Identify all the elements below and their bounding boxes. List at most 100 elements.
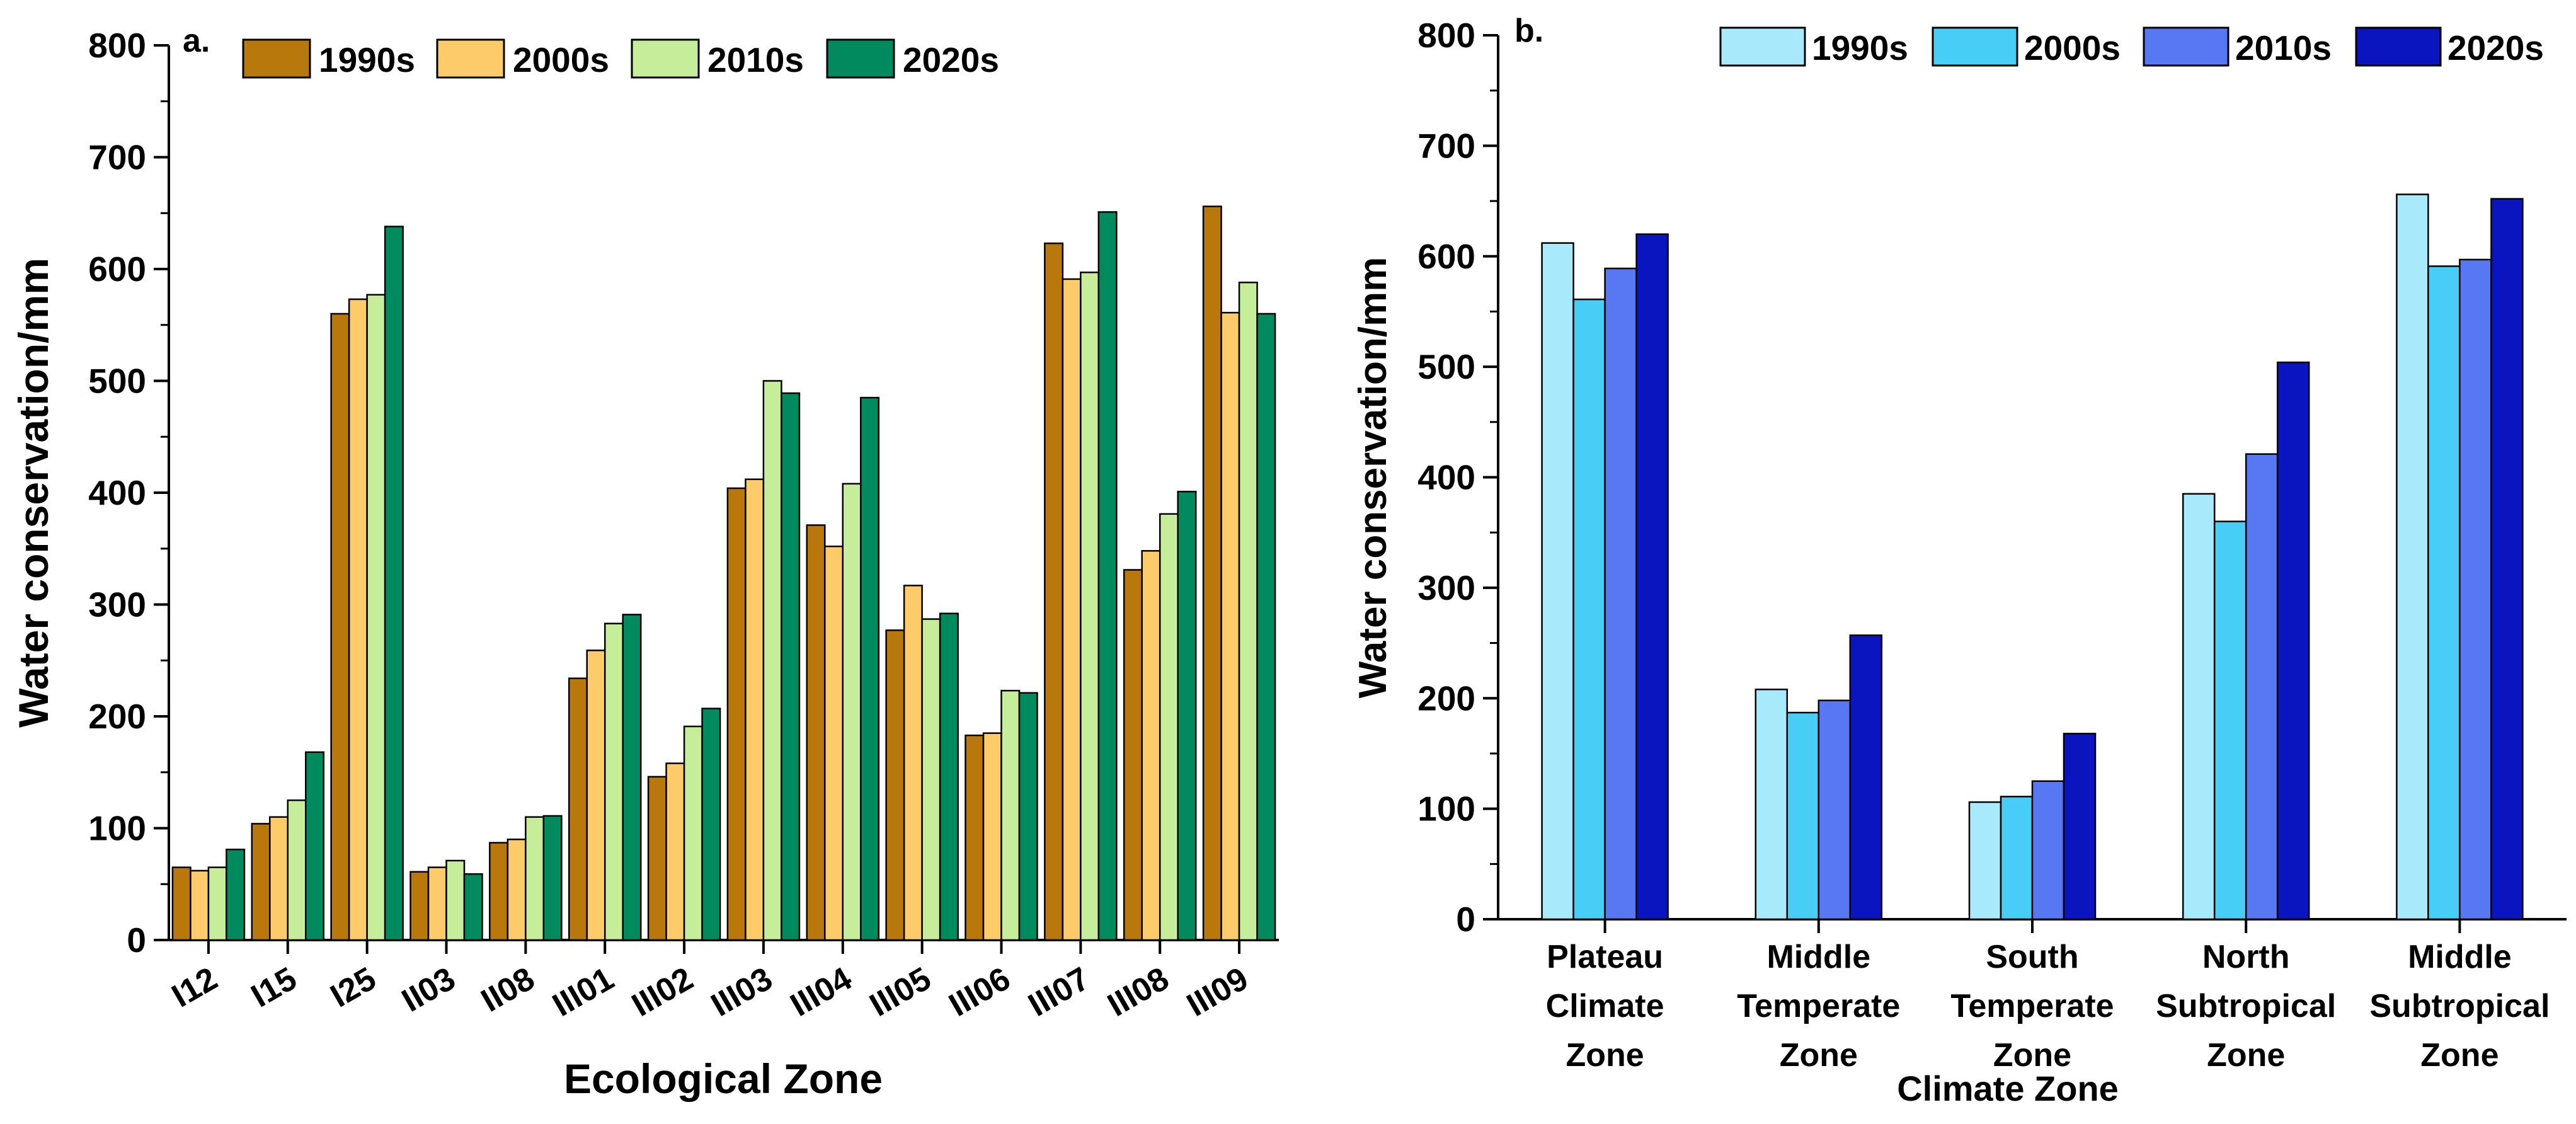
legend-label-1990s: 1990s (1812, 28, 1908, 67)
x-tick-label: Plateau (1547, 939, 1663, 975)
bar-2020s-zone-3 (2276, 361, 2310, 920)
chart-panel-b: 0 100 200 300 400 500 600 700 800 Plateau Climate Z… (1351, 13, 2567, 1108)
bar-2020s-III04 (860, 396, 880, 941)
x-axis-title: Ecological Zone (564, 1055, 883, 1102)
bar-2000s-zone-0 (1572, 298, 1606, 920)
bar-1990s-zone-0 (1541, 242, 1574, 920)
bar-2010s-I25 (366, 294, 386, 941)
legend-swatch-2010s (2143, 26, 2230, 67)
bar-1990s-III08 (1123, 569, 1143, 941)
bar-1990s-zone-2 (1968, 801, 2002, 920)
bar-2010s-I12 (207, 866, 227, 941)
y-axis-title: Water conservation/mm (10, 258, 57, 728)
bar-2000s-III06 (982, 732, 1002, 941)
legend-label-2020s: 2020s (2447, 28, 2544, 67)
y-tick-label: 400 (1417, 458, 1475, 497)
y-tick-label: 800 (88, 26, 146, 65)
bar-1990s-III01 (568, 677, 588, 941)
x-tick-label: III06 (943, 960, 1017, 1024)
bar-2020s-I15 (305, 751, 325, 941)
legend-label-2010s: 2010s (707, 40, 804, 79)
bar-2020s-II08 (542, 815, 563, 941)
legend-label-2010s: 2010s (2235, 28, 2332, 67)
y-tick-label: 100 (88, 809, 146, 848)
x-tick-label: III02 (626, 960, 699, 1024)
legend-swatch-1990s (1719, 26, 1806, 67)
bar-2010s-III02 (683, 725, 703, 941)
x-tick-label: Zone (2207, 1037, 2285, 1074)
bar-2010s-III07 (1080, 272, 1100, 941)
x-tick-label: III09 (1181, 960, 1254, 1024)
legend-label-2020s: 2020s (903, 40, 999, 79)
bar-1990s-I15 (251, 823, 271, 941)
bar-1990s-III04 (806, 524, 826, 941)
bar-2020s-III01 (622, 614, 642, 941)
x-tick-label: Climate (1546, 988, 1664, 1024)
panel-label-b: b. (1514, 13, 1543, 49)
bar-1990s-III06 (965, 734, 985, 941)
bar-1990s-zone-4 (2396, 193, 2429, 920)
y-tick-label: 800 (1417, 16, 1475, 55)
bar-2000s-I15 (269, 816, 289, 941)
bar-1990s-II03 (409, 871, 430, 941)
x-tick-label: Zone (1566, 1037, 1644, 1074)
bar-2020s-III06 (1018, 692, 1038, 941)
bar-2010s-zone-3 (2245, 453, 2279, 920)
y-tick-label: 700 (1417, 126, 1475, 165)
x-tick-label: North (2202, 939, 2290, 975)
bar-2010s-III01 (604, 622, 624, 941)
bar-2010s-III03 (762, 380, 782, 941)
bar-2010s-zone-1 (1818, 699, 1852, 920)
legend-swatch-2000s (1932, 26, 2018, 67)
y-tick-label: 0 (1456, 900, 1475, 939)
x-tick-label: I25 (324, 960, 382, 1014)
y-tick-label: 700 (88, 138, 146, 177)
bar-2000s-III07 (1062, 278, 1082, 941)
y-tick-label: 300 (88, 585, 146, 624)
legend-swatch-2010s (631, 38, 700, 79)
bar-2010s-zone-0 (1604, 267, 1637, 920)
y-tick-label: 600 (88, 249, 146, 289)
x-tick-label: II08 (475, 960, 541, 1019)
y-tick-label: 600 (1417, 237, 1475, 276)
bar-2000s-zone-3 (2213, 520, 2247, 920)
x-tick-label: III08 (1102, 960, 1176, 1024)
bar-1990s-II08 (489, 842, 509, 941)
bar-2020s-III07 (1097, 211, 1118, 941)
bar-1990s-zone-3 (2182, 493, 2216, 920)
bar-2010s-zone-2 (2031, 780, 2065, 920)
bar-2000s-III03 (745, 478, 765, 941)
bar-2010s-II03 (445, 859, 466, 941)
bar-2020s-zone-2 (2063, 733, 2097, 920)
bar-2020s-zone-1 (1849, 634, 1883, 920)
bar-2010s-zone-4 (2459, 258, 2492, 920)
bar-1990s-III09 (1202, 205, 1222, 941)
legend-swatch-1990s (242, 38, 311, 79)
x-tick-label: I12 (166, 960, 224, 1014)
x-tick-label: Zone (1993, 1037, 2071, 1074)
x-tick-label: South (1986, 939, 2078, 975)
bar-2010s-III05 (921, 618, 941, 941)
x-tick-label: Middle (2408, 939, 2512, 975)
bar-1990s-I25 (330, 313, 350, 941)
x-tick-label: II03 (396, 960, 461, 1019)
x-tick-label: Subtropical (2369, 988, 2550, 1024)
x-tick-label: Zone (2420, 1037, 2499, 1074)
bar-2020s-zone-4 (2490, 198, 2524, 920)
panel-label-a: a. (183, 23, 210, 59)
bar-2010s-III08 (1159, 513, 1179, 941)
bar-2020s-III02 (701, 708, 721, 941)
bar-2000s-II03 (427, 866, 447, 941)
y-tick-label: 300 (1417, 568, 1475, 607)
legend-swatch-2000s (436, 38, 505, 79)
bar-2010s-III09 (1238, 282, 1258, 941)
x-tick-label: Middle (1766, 939, 1870, 975)
y-tick-label: 500 (88, 362, 146, 401)
y-tick-label: 200 (1417, 679, 1475, 718)
bar-1990s-zone-1 (1755, 688, 1789, 920)
bar-1990s-III07 (1044, 242, 1064, 941)
bar-2020s-III05 (939, 612, 959, 941)
x-axis-title: Climate Zone (1897, 1069, 2119, 1108)
bar-2000s-zone-4 (2427, 265, 2461, 920)
